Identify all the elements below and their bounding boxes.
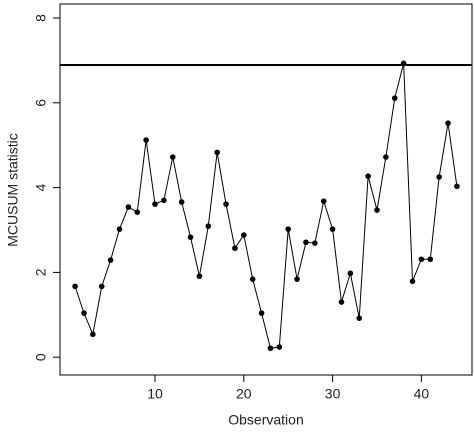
data-point	[383, 154, 389, 160]
data-point	[329, 226, 336, 232]
x-axis-title: Observation	[228, 412, 303, 428]
y-tick-label: 8	[33, 14, 49, 22]
data-point	[374, 207, 380, 213]
data-point	[98, 283, 105, 290]
data-point	[241, 232, 247, 238]
data-point	[125, 204, 132, 210]
data-point	[400, 60, 407, 67]
data-point	[134, 209, 141, 215]
data-point	[116, 226, 123, 232]
data-point	[391, 95, 398, 101]
data-point	[445, 120, 451, 126]
data-point	[90, 331, 96, 338]
data-point	[303, 239, 309, 246]
x-tick-label: 40	[414, 386, 430, 402]
y-tick-label: 6	[33, 99, 49, 107]
data-point	[436, 174, 442, 180]
data-point	[427, 256, 434, 263]
data-point	[81, 310, 87, 316]
data-point	[169, 154, 176, 160]
data-point	[276, 344, 283, 350]
data-point	[232, 245, 238, 252]
data-point	[107, 257, 114, 263]
x-tick-label: 30	[325, 386, 341, 402]
data-point	[249, 276, 256, 282]
x-tick-label: 10	[147, 386, 163, 402]
data-point	[196, 273, 203, 280]
data-point	[320, 198, 327, 204]
data-point	[152, 201, 158, 207]
data-point	[161, 197, 167, 204]
data-point	[356, 315, 363, 321]
data-point	[187, 234, 194, 240]
data-point	[418, 256, 425, 263]
data-point	[347, 270, 354, 277]
data-line	[74, 63, 458, 349]
y-axis-title: MCUSUM statistic	[5, 133, 21, 247]
data-point	[294, 276, 300, 282]
data-point	[454, 183, 460, 190]
data-point	[143, 137, 149, 143]
y-tick-label: 2	[33, 268, 49, 276]
y-tick-label: 0	[33, 353, 49, 361]
data-point	[409, 278, 416, 285]
data-point	[285, 226, 291, 232]
data-point	[267, 345, 274, 352]
data-point	[312, 240, 318, 246]
data-point	[258, 310, 265, 316]
plot-frame	[59, 3, 473, 376]
data-point	[338, 299, 345, 305]
x-tick-label: 20	[236, 386, 252, 402]
y-tick-label: 4	[33, 183, 49, 191]
data-point	[214, 149, 220, 156]
data-point	[205, 223, 212, 229]
data-point	[223, 201, 229, 207]
data-point	[72, 283, 78, 290]
data-point	[365, 173, 371, 179]
data-point	[178, 199, 185, 205]
